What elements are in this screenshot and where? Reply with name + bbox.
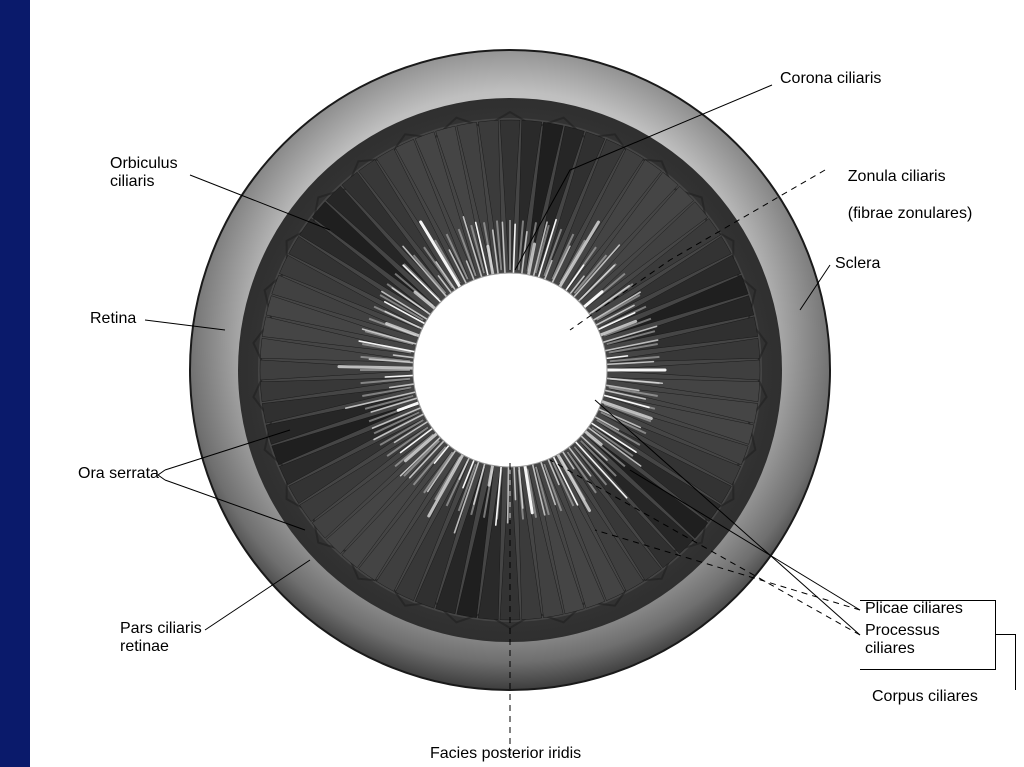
slide-canvas: Corona ciliaris Zonula ciliaris (fibrae … bbox=[30, 0, 1024, 767]
corpus-bracket bbox=[860, 600, 996, 670]
label-orbiculus-ciliaris: Orbiculus ciliaris bbox=[110, 155, 178, 192]
label-zonula-l2: (fibrae zonulares) bbox=[848, 205, 973, 222]
pupil-opening bbox=[413, 273, 607, 467]
label-ora-serrata: Ora serrata bbox=[78, 465, 159, 483]
label-zonula-ciliaris: Zonula ciliaris (fibrae zonulares) bbox=[830, 150, 972, 242]
label-corona-ciliaris: Corona ciliaris bbox=[780, 70, 881, 88]
label-retina: Retina bbox=[90, 310, 136, 328]
corpus-bracket-drop bbox=[1015, 634, 1016, 690]
label-corpus-ciliares: Corpus ciliares bbox=[872, 688, 978, 706]
label-sclera: Sclera bbox=[835, 255, 880, 273]
label-facies-posterior-iridis: Facies posterior iridis bbox=[430, 745, 581, 763]
corpus-bracket-stem bbox=[995, 634, 1015, 635]
label-pars-ciliaris-retinae: Pars ciliaris retinae bbox=[120, 620, 202, 657]
label-zonula-l1: Zonula ciliaris bbox=[848, 168, 946, 185]
